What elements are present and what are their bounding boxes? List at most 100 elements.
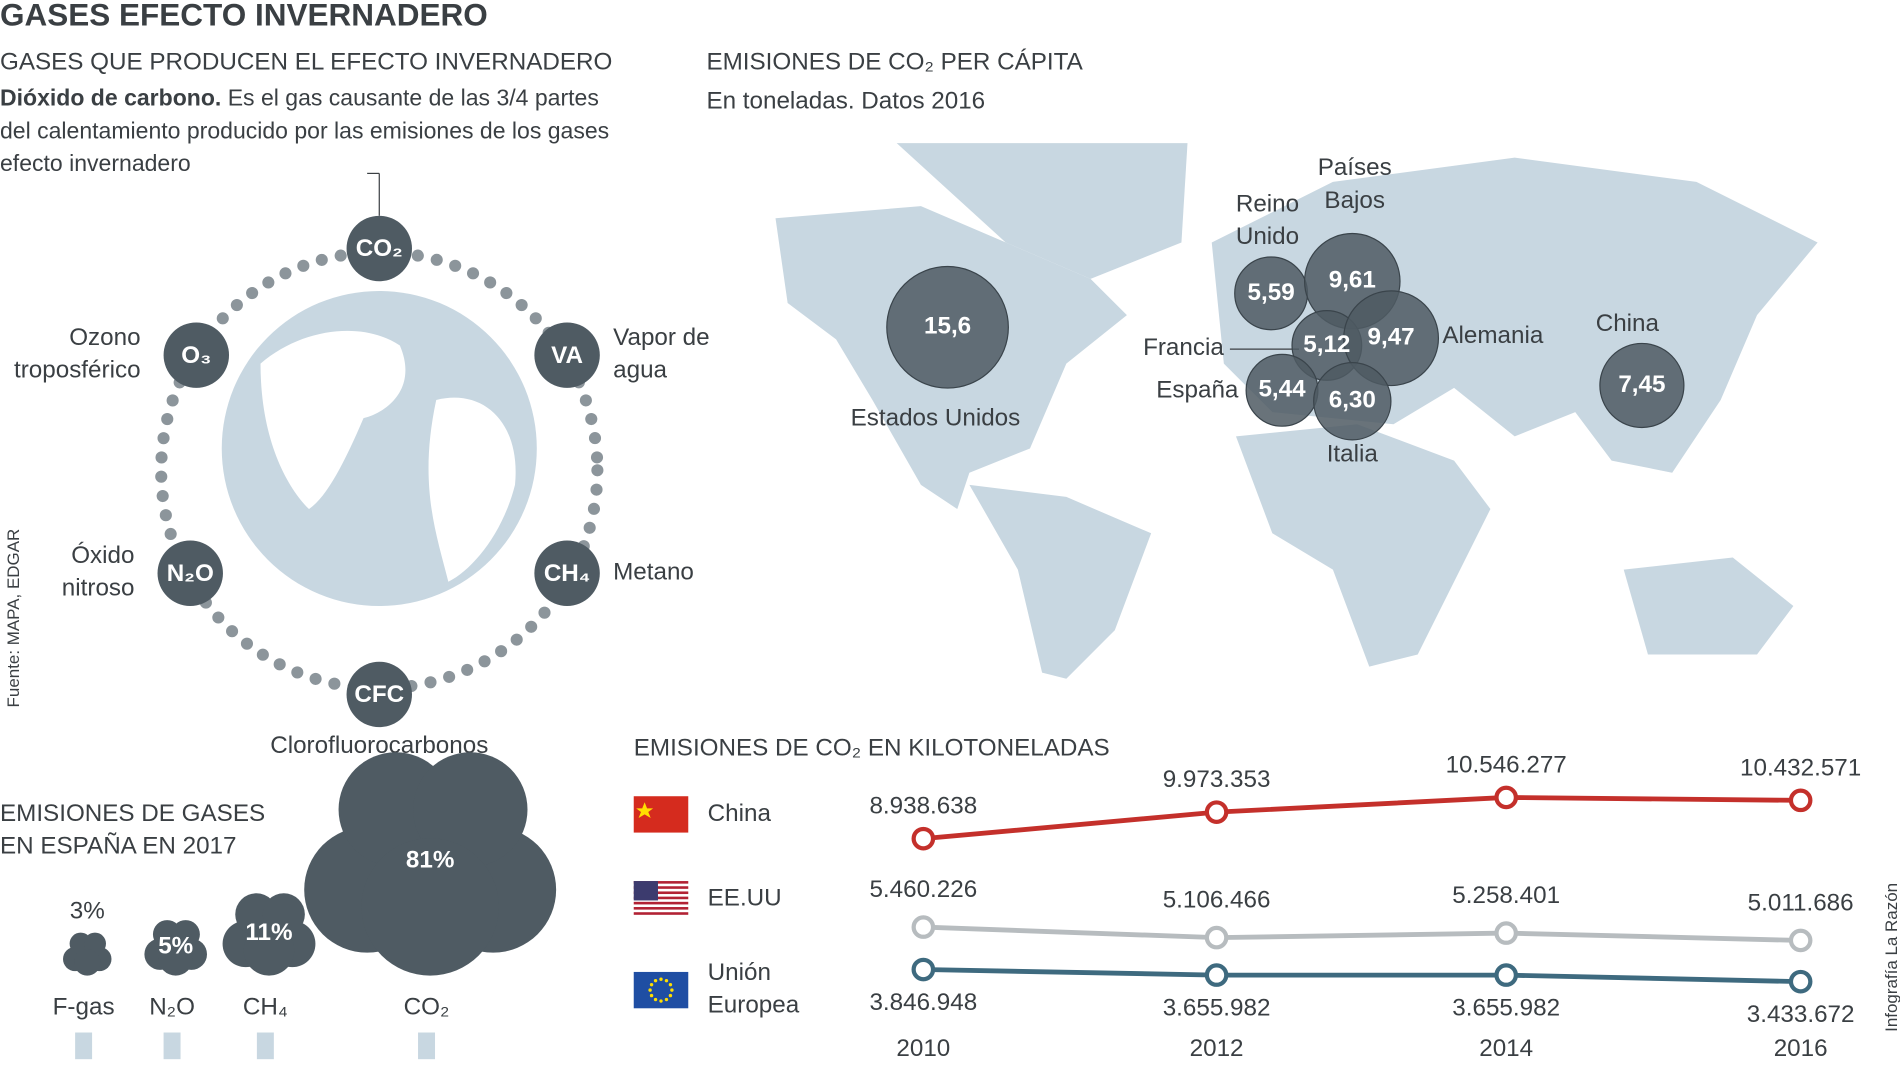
gas-symbol: N₂O <box>167 560 214 587</box>
gas-label: Clorofluorocarbonos <box>270 732 488 759</box>
flag-star <box>668 982 673 987</box>
series-line <box>923 924 1801 943</box>
cloud-puff <box>83 932 106 955</box>
flag-star <box>649 993 654 998</box>
cloud-puff <box>243 924 295 976</box>
flag-star <box>653 997 658 1002</box>
cloud-base <box>163 1032 181 1060</box>
cloud-puff <box>262 893 305 936</box>
point <box>1788 928 1813 953</box>
flag-star <box>664 978 669 983</box>
cloud-puff <box>361 838 499 976</box>
value-label: 9.973.353 <box>1163 766 1271 793</box>
cloud-base <box>75 1032 93 1060</box>
flag-star <box>668 993 673 998</box>
flag-stripe <box>633 912 689 915</box>
flag-star <box>659 977 663 981</box>
cloud-puff <box>74 949 101 976</box>
bubble-label: 9,61 <box>1329 267 1376 294</box>
cloud-base <box>256 1032 274 1060</box>
flag-star <box>649 982 654 987</box>
cloud-category: CO₂ <box>404 994 450 1021</box>
gas-node <box>157 540 223 606</box>
series-line <box>923 967 1801 985</box>
legend-flag <box>633 796 689 833</box>
value-label: 5.258.401 <box>1452 882 1560 909</box>
x-tick-label: 2016 <box>1774 1035 1828 1062</box>
country-label: Francia <box>1143 335 1224 362</box>
gas-symbol: CO₂ <box>356 235 403 262</box>
country-label: China <box>1596 310 1660 337</box>
value-label: 3.433.672 <box>1747 1001 1855 1028</box>
bubble <box>1313 361 1392 441</box>
value-label: 3.655.982 <box>1452 994 1560 1021</box>
point <box>1788 788 1813 813</box>
flag-stripe <box>633 907 689 910</box>
x-tick-label: 2010 <box>896 1035 950 1062</box>
point <box>911 915 936 939</box>
flag-star <box>653 978 658 983</box>
flag-star <box>636 802 654 819</box>
country-label: Italia <box>1327 441 1379 468</box>
cloud-value: 5% <box>158 933 193 960</box>
legend-flag <box>633 881 689 915</box>
legend-label: China <box>708 800 772 827</box>
gas-label: Metano <box>613 559 694 586</box>
country-label: Estados Unidos <box>851 405 1021 432</box>
bubble-label: 15,6 <box>924 313 971 340</box>
flag <box>633 971 689 1009</box>
map-subtitle: En toneladas. Datos 2016 <box>706 87 985 114</box>
value-label: 10.432.571 <box>1740 754 1861 781</box>
point <box>1204 925 1229 950</box>
cloud-title: EMISIONES DE GASES EN ESPAÑA EN 2017 <box>0 800 265 860</box>
flag-stripe <box>633 881 689 884</box>
source: Fuente: MAPA, EDGAR <box>4 529 23 708</box>
point <box>1204 963 1229 987</box>
value-label: 5.011.686 <box>1748 889 1854 916</box>
gas-node <box>346 215 412 282</box>
country-label: Reino Unido <box>1236 191 1299 251</box>
bubble-label: 6,30 <box>1329 387 1376 414</box>
flag-star <box>670 988 674 992</box>
bubble-label: 9,47 <box>1368 324 1415 351</box>
line-title: EMISIONES DE CO₂ EN KILOTONELADAS <box>634 734 1110 761</box>
value-label: 5.106.466 <box>1163 887 1271 914</box>
gas-label: Óxido nitroso <box>62 542 135 602</box>
bubble-label: 7,45 <box>1618 371 1665 398</box>
cloud-puff <box>158 941 193 976</box>
value-label: 10.546.277 <box>1446 751 1567 778</box>
gas-symbol: CH₄ <box>544 560 591 587</box>
series-line <box>923 795 1801 842</box>
cloud-value: 11% <box>245 919 292 946</box>
cloud <box>304 752 557 976</box>
title: GASES EFECTO INVERNADERO <box>0 0 488 32</box>
country-label: España <box>1156 377 1239 404</box>
gas-node <box>346 661 412 728</box>
legend-flag <box>633 971 689 1009</box>
point <box>1494 963 1519 987</box>
point <box>1494 921 1519 945</box>
bubble <box>1343 290 1440 387</box>
intro-text: Dióxido de carbono. Es el gas causante d… <box>0 83 630 181</box>
x-tick-label: 2012 <box>1190 1035 1244 1062</box>
country-label: Alemania <box>1442 322 1543 349</box>
gases-heading: GASES QUE PRODUCEN EL EFECTO INVERNADERO <box>0 49 612 76</box>
flag-stripe <box>633 896 689 900</box>
flag-canton <box>633 881 658 901</box>
bubble <box>886 265 1009 389</box>
legend-label: EE.UU <box>708 885 782 912</box>
cloud <box>144 920 207 976</box>
gas-symbol: CFC <box>354 681 404 708</box>
cloud-category: CH₄ <box>243 994 288 1021</box>
gas-symbol: VA <box>551 342 583 369</box>
bubble-label: 5,44 <box>1258 376 1306 403</box>
cloud-category: F-gas <box>53 994 115 1021</box>
x-tick-label: 2014 <box>1479 1035 1533 1062</box>
flag-star <box>648 988 652 992</box>
country-label: Países Bajos <box>1318 155 1392 215</box>
globe <box>221 290 537 606</box>
cloud <box>222 893 316 976</box>
value-label: 8.938.638 <box>869 793 977 820</box>
gas-node <box>163 322 230 388</box>
